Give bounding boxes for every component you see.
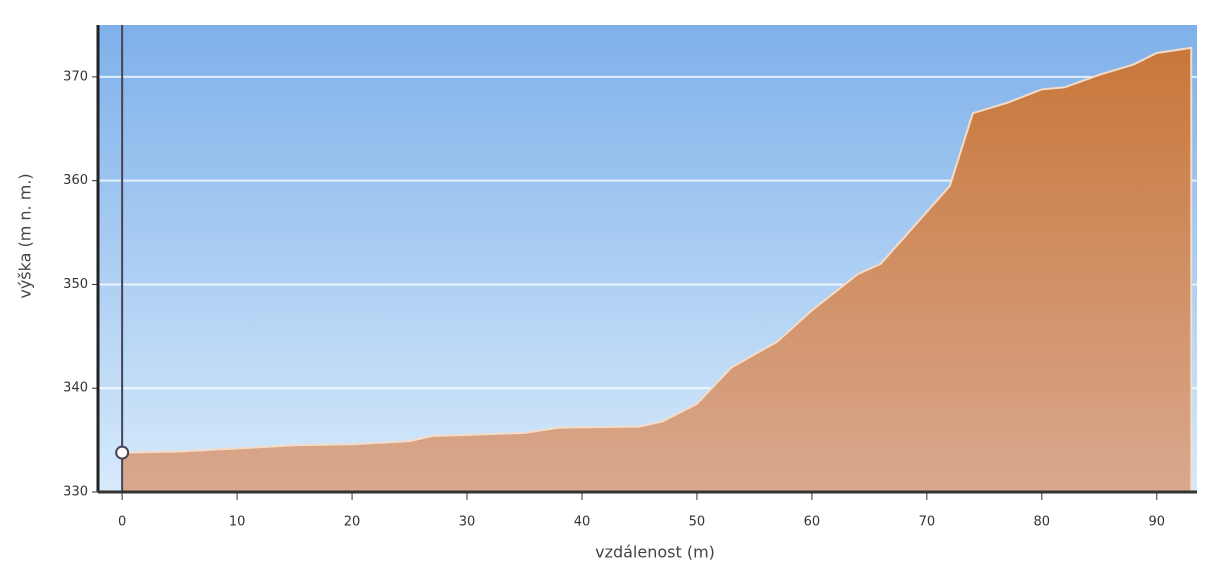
x-tick-label: 60 <box>804 515 821 530</box>
x-tick-label: 80 <box>1034 515 1051 530</box>
cursor-point <box>116 447 128 459</box>
y-tick-label: 370 <box>63 69 88 84</box>
x-tick-label: 90 <box>1148 515 1165 530</box>
x-tick-label: 40 <box>574 515 591 530</box>
x-tick-label: 70 <box>919 515 936 530</box>
y-tick-label: 330 <box>63 485 88 500</box>
y-tick-label: 340 <box>63 381 88 396</box>
x-tick-label: 0 <box>118 515 126 530</box>
y-axis-label: výška (m n. m.) <box>16 173 35 298</box>
x-tick-label: 30 <box>459 515 476 530</box>
x-axis-label: vzdálenost (m) <box>595 543 715 562</box>
y-tick-label: 360 <box>63 173 88 188</box>
chart: 330 340 350 360 370 0 10 20 30 40 50 60 70 80 90 vzdál… <box>0 0 1208 562</box>
x-tick-label: 20 <box>344 515 361 530</box>
y-tick-label: 350 <box>63 277 88 292</box>
x-tick-label: 50 <box>689 515 706 530</box>
x-tick-label: 10 <box>229 515 246 530</box>
